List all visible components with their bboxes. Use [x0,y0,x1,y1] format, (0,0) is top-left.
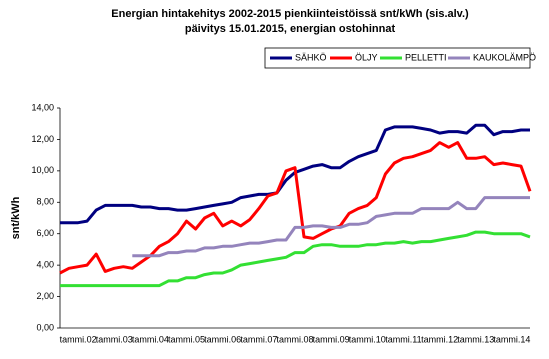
x-tick-label: tammi.11 [385,334,421,344]
y-tick-label: 8,00 [36,197,54,207]
y-tick-label: 2,00 [36,291,54,301]
x-tick-label: tammi.12 [421,334,458,344]
x-tick-label: tammi.07 [240,334,277,344]
y-tick-label: 6,00 [36,228,54,238]
legend-label: SÄHKÖ [295,52,327,62]
series-line [132,196,530,258]
x-tick-label: tammi.13 [457,334,494,344]
chart-title: Energian hintakehitys 2002-2015 pienkiin… [111,8,469,20]
chart-subtitle: päivitys 15.01.2015, energian ostohinnat [185,23,396,35]
y-axis-label: snt/kWh [10,196,22,239]
x-tick-label: tammi.09 [313,334,350,344]
series-line [60,230,531,288]
y-tick-label: 14,00 [31,102,54,112]
legend-label: PELLETTI [405,52,447,62]
y-tick-label: 12,00 [31,134,54,144]
x-tick-label: tammi.04 [132,334,169,344]
legend-label: ÖLJY [355,52,378,62]
x-tick-label: tammi.02 [60,334,97,344]
x-tick-label: tammi.10 [349,334,386,344]
y-tick-label: 10,00 [31,165,54,175]
x-tick-label: tammi.14 [493,334,530,344]
legend-label: KAUKOLÄMPÖ [473,52,536,62]
x-tick-label: tammi.08 [276,334,313,344]
y-tick-label: 0,00 [36,322,54,332]
y-tick-label: 4,00 [36,260,54,270]
x-tick-label: tammi.03 [96,334,133,344]
series-line [59,141,532,275]
x-tick-label: tammi.05 [168,334,205,344]
x-tick-label: tammi.06 [204,334,241,344]
